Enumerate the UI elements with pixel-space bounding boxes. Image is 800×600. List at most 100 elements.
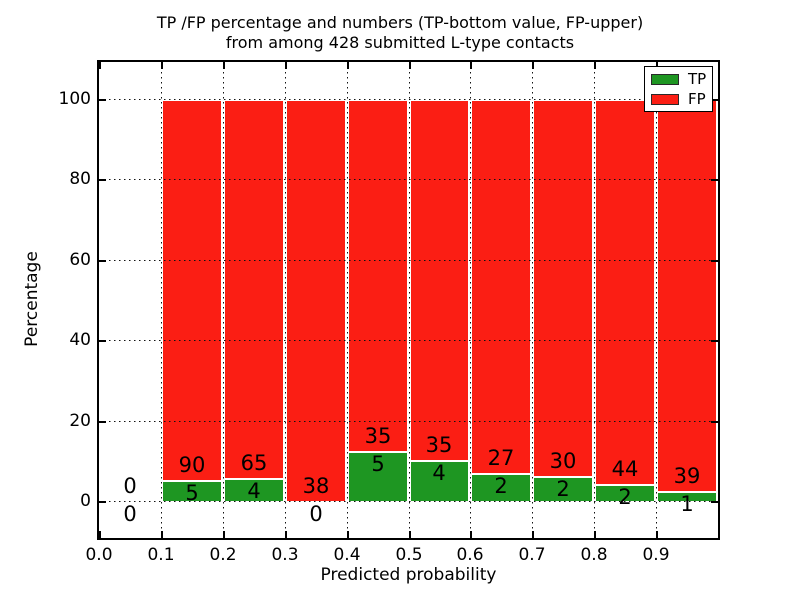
x-tick-label: 0.7 — [518, 545, 546, 565]
legend-label: FP — [688, 89, 706, 108]
x-tick-mark — [99, 531, 101, 538]
grid-line-vertical — [223, 62, 225, 538]
fp-count-label: 38 — [302, 474, 330, 498]
grid-line-vertical — [347, 62, 349, 538]
grid-line-vertical — [285, 62, 287, 538]
tp-count-label: 2 — [494, 474, 508, 498]
x-tick-mark-top — [347, 62, 349, 69]
legend-item-tp: TP — [645, 71, 712, 87]
legend-item-fp: FP — [645, 91, 712, 107]
fp-count-label: 27 — [487, 446, 515, 470]
y-tick-mark — [99, 179, 106, 181]
y-tick-mark-right — [711, 421, 718, 423]
grid-line-vertical — [656, 62, 658, 538]
tp-count-label: 1 — [680, 492, 694, 516]
y-tick-label: 60 — [69, 250, 91, 270]
x-tick-mark-top — [594, 62, 596, 69]
y-tick-label: 0 — [80, 491, 91, 511]
fp-count-label: 39 — [673, 464, 701, 488]
x-tick-label: 0.3 — [271, 545, 299, 565]
y-tick-mark — [99, 99, 106, 101]
chart-title-line1: TP /FP percentage and numbers (TP-bottom… — [156, 13, 644, 32]
grid-line-vertical — [470, 62, 472, 538]
x-tick-label: 0.2 — [209, 545, 237, 565]
y-tick-label: 20 — [69, 411, 91, 431]
y-tick-mark-right — [711, 340, 718, 342]
x-tick-label: 0.5 — [395, 545, 423, 565]
tp-count-label: 4 — [247, 479, 261, 503]
x-tick-label: 0.9 — [642, 545, 670, 565]
y-tick-label: 100 — [58, 89, 91, 109]
grid-line-horizontal — [99, 421, 718, 423]
x-tick-mark — [532, 531, 534, 538]
grid-line-vertical — [161, 62, 163, 538]
x-tick-mark — [285, 531, 287, 538]
x-tick-mark-top — [285, 62, 287, 69]
fp-count-label: 0 — [123, 474, 137, 498]
x-tick-mark-top — [532, 62, 534, 69]
x-tick-label: 0.8 — [580, 545, 608, 565]
grid-line-vertical — [409, 62, 411, 538]
x-tick-mark — [223, 531, 225, 538]
bar-tp-segment — [347, 451, 409, 501]
tp-count-label: 4 — [432, 461, 446, 485]
tp-count-label: 2 — [556, 477, 570, 501]
fp-count-label: 35 — [364, 424, 392, 448]
chart-title: TP /FP percentage and numbers (TP-bottom… — [0, 13, 800, 53]
fp-count-label: 35 — [425, 433, 453, 457]
x-tick-mark-top — [718, 62, 720, 69]
tp-count-label: 5 — [371, 452, 385, 476]
x-tick-mark-top — [161, 62, 163, 69]
y-tick-mark-right — [711, 179, 718, 181]
tp-legend-swatch — [651, 73, 679, 85]
bar-tp-segment — [532, 476, 594, 501]
grid-line-horizontal — [99, 179, 718, 181]
fp-count-label: 44 — [611, 457, 639, 481]
fp-count-label: 65 — [240, 451, 268, 475]
bar-fp-segment — [409, 99, 470, 460]
x-tick-mark-top — [470, 62, 472, 69]
bar-tp-segment — [409, 460, 470, 501]
y-tick-mark-right — [711, 99, 718, 101]
grid-line-vertical — [594, 62, 596, 538]
y-tick-mark — [99, 421, 106, 423]
x-tick-label: 0.6 — [456, 545, 484, 565]
x-tick-mark-top — [409, 62, 411, 69]
tp-count-label: 5 — [185, 481, 199, 505]
fp-legend-swatch — [651, 93, 679, 105]
bar-labels-layer: 0 0 90 5 65 4 38 0 35 5 35 4 27 2 30 2 44 2 39 1 — [99, 62, 718, 538]
y-axis-label: Percentage — [22, 251, 42, 347]
x-tick-label: 0.0 — [85, 545, 113, 565]
x-axis-label: Predicted probability — [320, 565, 497, 585]
y-tick-label: 80 — [69, 169, 91, 189]
x-tick-mark — [594, 531, 596, 538]
bars-layer — [99, 62, 718, 538]
fp-count-label: 30 — [549, 449, 577, 473]
chart-title-line2: from among 428 submitted L-type contacts — [225, 33, 575, 52]
x-tick-mark-top — [99, 62, 101, 69]
y-tick-mark — [99, 501, 106, 503]
x-tick-label: 0.4 — [333, 545, 361, 565]
x-tick-label: 0.1 — [147, 545, 175, 565]
tp-count-label: 0 — [123, 502, 137, 526]
grid-line-horizontal — [99, 99, 718, 101]
x-tick-mark — [161, 531, 163, 538]
x-tick-mark — [656, 531, 658, 538]
grid-line-horizontal — [99, 501, 718, 503]
x-tick-mark — [347, 531, 349, 538]
plot-area: 0 0 90 5 65 4 38 0 35 5 35 4 27 2 30 2 44 2 39 1 — [97, 60, 720, 540]
legend-label: TP — [688, 69, 707, 88]
grid-layer — [99, 62, 718, 538]
x-tick-mark-top — [656, 62, 658, 69]
legend: TP FP — [644, 66, 713, 112]
grid-line-horizontal — [99, 340, 718, 342]
y-tick-label: 40 — [69, 330, 91, 350]
tp-count-label: 0 — [309, 502, 323, 526]
axis-ticks-layer — [99, 62, 720, 538]
y-tick-mark — [99, 340, 106, 342]
x-tick-mark — [718, 531, 720, 538]
grid-line-vertical — [532, 62, 534, 538]
tp-count-label: 2 — [618, 485, 632, 509]
x-tick-mark — [409, 531, 411, 538]
